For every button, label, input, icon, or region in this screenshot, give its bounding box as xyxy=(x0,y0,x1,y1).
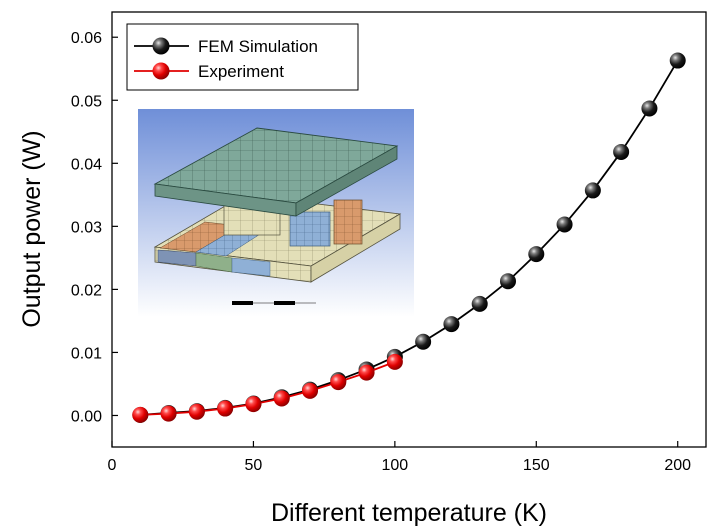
legend-box xyxy=(126,23,359,91)
data-point-experiment xyxy=(188,403,205,420)
y-tick-label: 0.02 xyxy=(71,282,102,299)
data-point-fem xyxy=(641,100,658,117)
x-axis-title: Different temperature (K) xyxy=(271,499,547,527)
data-point-fem xyxy=(556,216,573,233)
data-point-fem xyxy=(471,295,488,312)
data-point-fem xyxy=(415,333,432,350)
legend: FEM Simulation Experiment xyxy=(126,23,359,91)
series-layer xyxy=(132,52,686,423)
x-tick-label: 0 xyxy=(108,457,117,474)
x-tick-label: 200 xyxy=(664,457,691,474)
axis-ticks: 0 50 100 150 200 0.00 0.01 0.02 0.03 0.04 0.05 0.06 xyxy=(71,30,691,474)
data-point-fem xyxy=(584,182,601,199)
x-tick-label: 100 xyxy=(382,457,409,474)
data-point-experiment xyxy=(160,405,177,422)
data-point-fem xyxy=(500,273,516,290)
legend-label-experiment: Experiment xyxy=(198,62,284,81)
data-point-experiment xyxy=(358,364,375,381)
fem-mesh-inset xyxy=(138,109,414,317)
data-point-experiment xyxy=(302,382,318,399)
series-line-experiment xyxy=(140,361,396,416)
legend-marker-fem xyxy=(152,37,170,55)
data-point-fem xyxy=(528,246,545,263)
data-point-fem xyxy=(613,143,630,160)
data-point-experiment xyxy=(245,396,262,413)
data-point-experiment xyxy=(132,406,149,423)
data-point-experiment xyxy=(330,374,347,391)
legend-label-fem: FEM Simulation xyxy=(198,37,318,56)
x-tick-label: 50 xyxy=(245,457,263,474)
data-point-fem xyxy=(669,52,686,69)
y-tick-label: 0.04 xyxy=(71,156,102,173)
data-point-experiment xyxy=(217,400,234,417)
data-point-experiment xyxy=(386,353,403,370)
plot-frame xyxy=(111,11,707,448)
y-tick-label: 0.00 xyxy=(71,408,102,425)
y-tick-label: 0.01 xyxy=(71,345,102,362)
series-experiment xyxy=(132,353,403,423)
y-axis-title: Output power (W) xyxy=(18,130,46,327)
legend-marker-experiment xyxy=(152,62,170,80)
y-tick-label: 0.05 xyxy=(71,93,102,110)
data-point-fem xyxy=(443,316,460,333)
data-point-experiment xyxy=(273,390,290,407)
y-tick-label: 0.03 xyxy=(71,219,102,236)
x-tick-label: 150 xyxy=(523,457,550,474)
y-tick-label: 0.06 xyxy=(71,30,102,47)
